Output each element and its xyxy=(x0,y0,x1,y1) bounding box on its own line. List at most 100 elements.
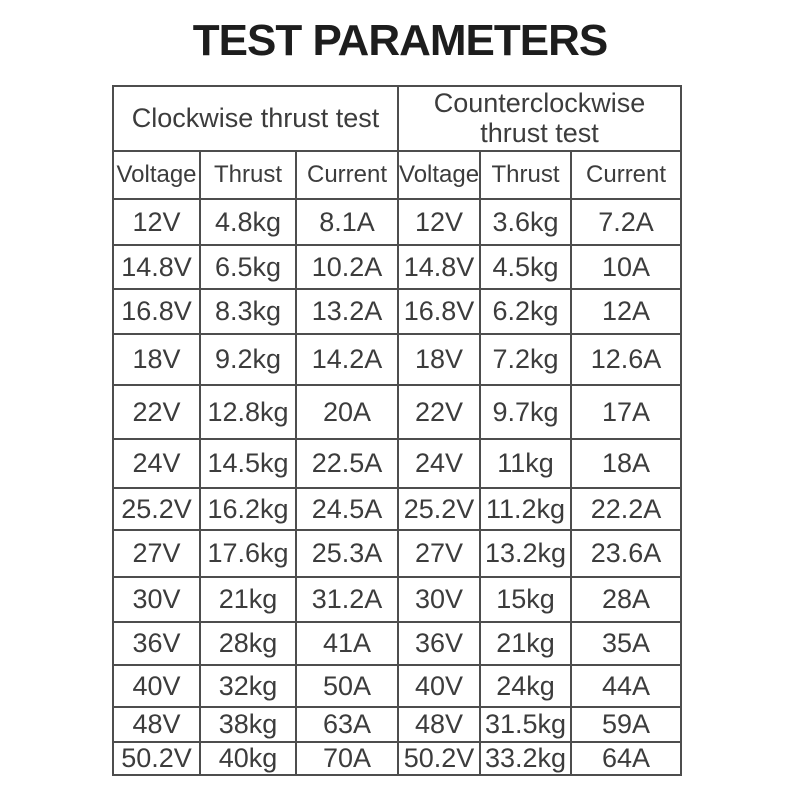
table-row: 36V 28kg 41A 36V 21kg 35A xyxy=(112,621,683,666)
group-header-counterclockwise: Counterclockwise thrust test xyxy=(397,85,683,152)
table-cell: 31.5kg xyxy=(479,706,573,743)
table-cell: 28kg xyxy=(199,621,297,666)
table-cell: 14.8V xyxy=(397,244,482,290)
table-cell: 48V xyxy=(112,706,201,743)
table-body: 12V 4.8kg 8.1A 12V 3.6kg 7.2A 14.8V 6.5kg 10.2A 1… xyxy=(112,198,683,776)
table-cell: 44A xyxy=(570,664,683,708)
table-cell: 35A xyxy=(570,621,683,666)
table-cell: 22V xyxy=(112,384,201,440)
table-cell: 20A xyxy=(294,384,400,440)
table-cell: 40kg xyxy=(199,741,297,776)
table-cell: 25.2V xyxy=(397,487,482,531)
column-header-current-ccw: Current xyxy=(570,150,683,200)
column-header-voltage-ccw: Voltage xyxy=(397,150,482,200)
table-cell: 13.2kg xyxy=(479,529,573,578)
table-cell: 24V xyxy=(112,438,201,489)
table-cell: 22.2A xyxy=(570,487,683,531)
table-cell: 18V xyxy=(112,333,201,386)
table-cell: 16.8V xyxy=(397,288,482,335)
table-row: 48V 38kg 63A 48V 31.5kg 59A xyxy=(112,706,683,743)
table-cell: 70A xyxy=(294,741,400,776)
group-header-clockwise: Clockwise thrust test xyxy=(111,85,400,152)
table-row: 12V 4.8kg 8.1A 12V 3.6kg 7.2A xyxy=(112,198,683,246)
table-cell: 24kg xyxy=(479,664,573,708)
table-cell: 21kg xyxy=(199,576,297,623)
group-header-row: Clockwise thrust test Counterclockwise t… xyxy=(111,85,683,152)
table-cell: 12.8kg xyxy=(199,384,297,440)
table-cell: 9.7kg xyxy=(479,384,573,440)
table-cell: 50.2V xyxy=(112,741,201,776)
table-cell: 48V xyxy=(397,706,482,743)
table-cell: 17A xyxy=(570,384,683,440)
table-row: 50.2V 40kg 70A 50.2V 33.2kg 64A xyxy=(112,741,683,776)
table-cell: 10.2A xyxy=(294,244,400,290)
table-cell: 4.5kg xyxy=(479,244,573,290)
column-header-row: Voltage Thrust Current Voltage Thrust Cu… xyxy=(112,150,683,200)
table-row: 24V 14.5kg 22.5A 24V 11kg 18A xyxy=(112,438,683,489)
column-header-current-cw: Current xyxy=(294,150,400,200)
page-title: TEST PARAMETERS xyxy=(192,16,608,65)
table-cell: 30V xyxy=(397,576,482,623)
table-cell: 13.2A xyxy=(294,288,400,335)
table-cell: 30V xyxy=(112,576,201,623)
table-row: 25.2V 16.2kg 24.5A 25.2V 11.2kg 22.2A xyxy=(112,487,683,531)
table-cell: 25.3A xyxy=(294,529,400,578)
table-cell: 14.8V xyxy=(112,244,201,290)
table-cell: 16.2kg xyxy=(199,487,297,531)
table-cell: 59A xyxy=(570,706,683,743)
table-cell: 16.8V xyxy=(112,288,201,335)
table-cell: 11.2kg xyxy=(479,487,573,531)
table-cell: 63A xyxy=(294,706,400,743)
table-row: 18V 9.2kg 14.2A 18V 7.2kg 12.6A xyxy=(112,333,683,386)
table-cell: 40V xyxy=(397,664,482,708)
table-row: 22V 12.8kg 20A 22V 9.7kg 17A xyxy=(112,384,683,440)
table-row: 16.8V 8.3kg 13.2A 16.8V 6.2kg 12A xyxy=(112,288,683,335)
table-cell: 36V xyxy=(112,621,201,666)
table-row: 40V 32kg 50A 40V 24kg 44A xyxy=(112,664,683,708)
table-cell: 18V xyxy=(397,333,482,386)
table-cell: 21kg xyxy=(479,621,573,666)
table-cell: 3.6kg xyxy=(479,198,573,246)
table-row: 27V 17.6kg 25.3A 27V 13.2kg 23.6A xyxy=(112,529,683,578)
table-cell: 36V xyxy=(397,621,482,666)
table-cell: 64A xyxy=(570,741,683,776)
table-cell: 6.2kg xyxy=(479,288,573,335)
table-row: 30V 21kg 31.2A 30V 15kg 28A xyxy=(112,576,683,623)
table-cell: 23.6A xyxy=(570,529,683,578)
table-cell: 10A xyxy=(570,244,683,290)
table-cell: 18A xyxy=(570,438,683,489)
table-cell: 15kg xyxy=(479,576,573,623)
table-cell: 6.5kg xyxy=(199,244,297,290)
table-cell: 14.2A xyxy=(294,333,400,386)
table-cell: 27V xyxy=(397,529,482,578)
table-row: 14.8V 6.5kg 10.2A 14.8V 4.5kg 10A xyxy=(112,244,683,290)
group-header-clockwise-label: Clockwise thrust test xyxy=(131,102,380,133)
table-cell: 8.3kg xyxy=(199,288,297,335)
table-cell: 33.2kg xyxy=(479,741,573,776)
table-cell: 8.1A xyxy=(294,198,400,246)
table-cell: 50A xyxy=(294,664,400,708)
table-cell: 41A xyxy=(294,621,400,666)
table-cell: 11kg xyxy=(479,438,573,489)
table-cell: 4.8kg xyxy=(199,198,297,246)
column-header-thrust-cw: Thrust xyxy=(199,150,297,200)
table-cell: 38kg xyxy=(199,706,297,743)
table-cell: 12V xyxy=(397,198,482,246)
table-cell: 17.6kg xyxy=(199,529,297,578)
table-cell: 24.5A xyxy=(294,487,400,531)
table-cell: 7.2A xyxy=(570,198,683,246)
table-cell: 12.6A xyxy=(570,333,683,386)
table-cell: 50.2V xyxy=(397,741,482,776)
column-header-thrust-ccw: Thrust xyxy=(479,150,573,200)
table-cell: 7.2kg xyxy=(479,333,573,386)
test-parameters-table: Clockwise thrust test Counterclockwise t… xyxy=(111,85,683,776)
table-cell: 14.5kg xyxy=(199,438,297,489)
table-cell: 32kg xyxy=(199,664,297,708)
table-cell: 12V xyxy=(112,198,201,246)
column-header-voltage-cw: Voltage xyxy=(112,150,201,200)
table-cell: 25.2V xyxy=(112,487,201,531)
table-cell: 31.2A xyxy=(294,576,400,623)
table-cell: 40V xyxy=(112,664,201,708)
table-cell: 28A xyxy=(570,576,683,623)
